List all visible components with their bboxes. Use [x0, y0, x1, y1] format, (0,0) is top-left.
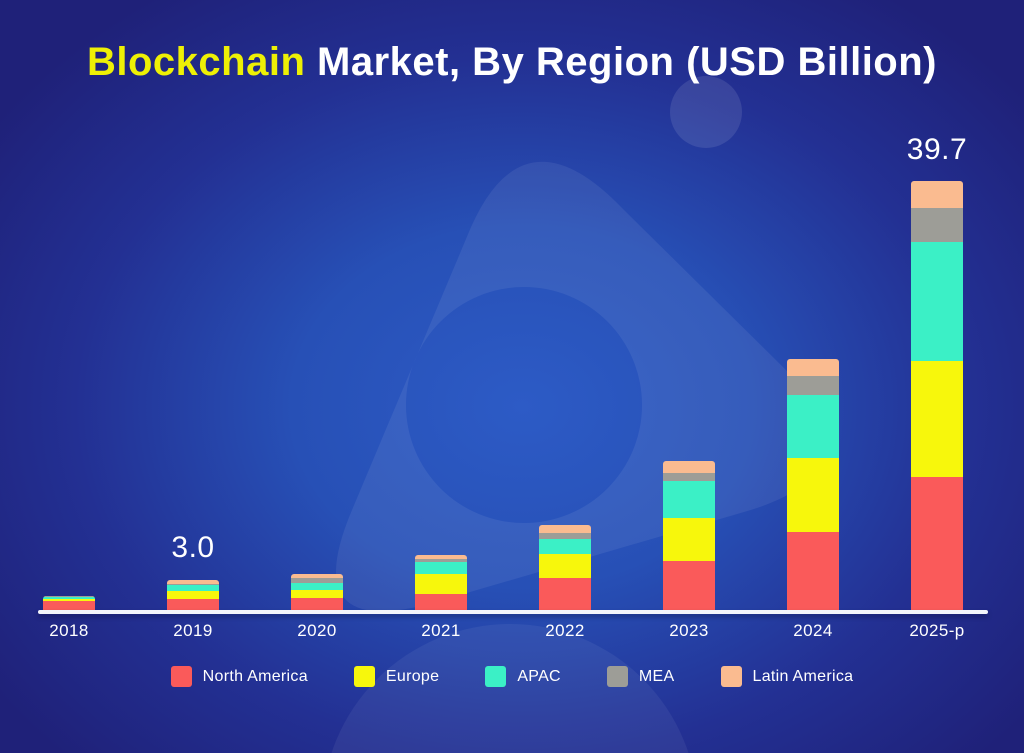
- bar-segment-europe: [787, 457, 839, 532]
- x-axis-label-2024: 2024: [793, 621, 833, 640]
- logo-triangle-shape: [336, 161, 826, 612]
- bar-2019: [167, 579, 219, 612]
- x-axis-label-2021: 2021: [421, 621, 461, 640]
- x-axis-line: [38, 610, 988, 614]
- legend-item-mea: MEA: [606, 666, 675, 687]
- bar-segment-north-america: [911, 477, 963, 612]
- x-axis-label-2018: 2018: [49, 621, 89, 640]
- bar-segment-north-america: [787, 531, 839, 612]
- x-axis-label-2023: 2023: [669, 621, 709, 640]
- x-axis-label-2020: 2020: [297, 621, 337, 640]
- bar-segment-apac: [291, 582, 343, 591]
- bar-segment-latin-america: [291, 574, 343, 579]
- bar-segment-apac: [43, 596, 95, 599]
- x-axis-label-2019: 2019: [173, 621, 213, 640]
- bar-segment-europe: [415, 574, 467, 594]
- legend-swatch-icon: [485, 666, 507, 687]
- bar-2024: [787, 358, 839, 612]
- bar-segment-europe: [43, 598, 95, 602]
- bar-segment-europe: [663, 517, 715, 561]
- bar-segment-mea: [415, 558, 467, 563]
- logo-accent-circle-top: [670, 76, 742, 148]
- bar-segment-latin-america: [787, 358, 839, 377]
- bar-2023: [663, 461, 715, 612]
- bar-2021: [415, 554, 467, 612]
- legend: North America Europe APAC MEA Latin America: [0, 666, 1024, 687]
- legend-label: MEA: [638, 667, 675, 685]
- x-axis-label-2025-p: 2025-p: [909, 621, 965, 640]
- legend-swatch-icon: [353, 666, 375, 687]
- bar-segment-apac: [787, 394, 839, 458]
- bar-segment-mea: [911, 207, 963, 242]
- bar-segment-north-america: [663, 561, 715, 612]
- legend-swatch-icon: [720, 666, 742, 687]
- legend-swatch-icon: [170, 666, 192, 687]
- legend-item-north-america: North America: [170, 666, 308, 687]
- legend-item-europe: Europe: [353, 666, 440, 687]
- bar-2025-p: [911, 180, 963, 612]
- bar-2022: [539, 525, 591, 612]
- bar-segment-europe: [539, 554, 591, 579]
- bar-segment-mea: [787, 376, 839, 395]
- legend-label: North America: [202, 667, 308, 685]
- chart-title-rest: Market, By Region (USD Billion): [305, 40, 937, 84]
- logo-accent-circle-bottom: [331, 624, 689, 753]
- bar-segment-apac: [663, 480, 715, 518]
- bar-segment-latin-america: [43, 595, 95, 597]
- bar-segment-mea: [167, 583, 219, 585]
- bar-segment-mea: [663, 473, 715, 481]
- bar-segment-europe: [291, 590, 343, 598]
- legend-label: APAC: [517, 667, 561, 685]
- bar-segment-latin-america: [663, 461, 715, 474]
- bar-segment-north-america: [539, 578, 591, 612]
- value-label-2019: 3.0: [171, 531, 215, 565]
- bar-segment-europe: [167, 591, 219, 599]
- bar-segment-europe: [911, 361, 963, 478]
- bar-segment-apac: [415, 562, 467, 574]
- chart-title: Blockchain Market, By Region (USD Billio…: [0, 40, 1024, 85]
- legend-label: Europe: [385, 667, 440, 685]
- bar-2020: [291, 574, 343, 612]
- bar-segment-apac: [539, 539, 591, 555]
- chart-title-highlight: Blockchain: [86, 40, 306, 84]
- legend-swatch-icon: [606, 666, 628, 687]
- bar-segment-mea: [43, 596, 95, 597]
- legend-item-apac: APAC: [485, 666, 561, 687]
- bar-segment-latin-america: [415, 554, 467, 559]
- bar-segment-latin-america: [167, 579, 219, 584]
- bar-segment-mea: [539, 532, 591, 540]
- bar-segment-apac: [911, 241, 963, 362]
- legend-label: Latin America: [752, 667, 854, 685]
- bar-segment-mea: [291, 578, 343, 583]
- bar-segment-latin-america: [911, 180, 963, 208]
- bar-segment-apac: [167, 584, 219, 592]
- value-label-2025-p: 39.7: [906, 132, 968, 166]
- bar-segment-latin-america: [539, 525, 591, 533]
- x-axis-label-2022: 2022: [545, 621, 585, 640]
- legend-item-latin-america: Latin America: [720, 666, 854, 687]
